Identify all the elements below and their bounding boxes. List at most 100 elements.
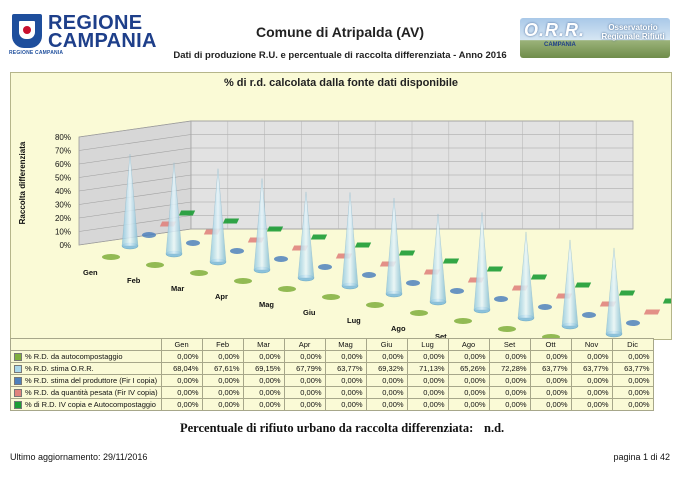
series-marker <box>186 240 200 246</box>
table-cell: 0,00% <box>529 374 572 387</box>
series-marker <box>142 232 156 238</box>
y-tick-label: 40% <box>55 187 71 196</box>
cone-mark <box>297 191 315 279</box>
x-tick-label: Mar <box>171 284 184 293</box>
table-cell: 0,00% <box>242 386 285 399</box>
table-column-header: Ago <box>447 338 490 351</box>
table-cell: 0,00% <box>488 374 531 387</box>
series-marker <box>278 286 296 292</box>
y-tick-label: 50% <box>55 174 71 183</box>
x-tick-label: Apr <box>215 292 228 301</box>
legend-swatch-icon <box>14 365 22 373</box>
x-tick-label: Mag <box>259 300 274 309</box>
table-cell: 0,00% <box>611 386 654 399</box>
table-cell: 0,00% <box>160 350 203 363</box>
table-column-header: Lug <box>406 338 449 351</box>
table-cell: 69,15% <box>242 362 285 375</box>
table-corner-cell <box>10 338 162 351</box>
table-cell: 0,00% <box>201 386 244 399</box>
table-cell: 0,00% <box>324 386 367 399</box>
series-marker <box>366 302 384 308</box>
table-cell: 0,00% <box>570 386 613 399</box>
gridline-side <box>78 161 192 178</box>
legend-swatch-icon <box>14 377 22 385</box>
last-update: Ultimo aggiornamento: 29/11/2016 <box>10 452 148 462</box>
table-cell: 0,00% <box>160 386 203 399</box>
table-cell: 0,00% <box>447 374 490 387</box>
series-marker <box>442 258 460 264</box>
table-column-header: Apr <box>283 338 326 351</box>
table-cell: 0,00% <box>488 386 531 399</box>
x-tick-label: Ago <box>391 324 406 333</box>
regione-campania-logo: REGIONE CAMPANIA REGIONE CAMPANIA <box>8 10 158 58</box>
table-cell: 0,00% <box>242 398 285 411</box>
table-row: % di R.D. IV copia e Autocompostaggio 0,0… <box>10 398 654 411</box>
gridline-side <box>78 120 192 138</box>
table-cell: 0,00% <box>570 350 613 363</box>
chart-panel: % di r.d. calcolata dalla fonte dati dis… <box>10 72 672 340</box>
table-cell: 0,00% <box>570 374 613 387</box>
orr-logo-caption: Osservatorio Regionale Rifiuti <box>601 23 665 41</box>
table-cell: 0,00% <box>365 398 408 411</box>
table-header-row: Gen Feb Mar Apr Mag Giu Lug Ago Set Ott Nov Dic <box>10 338 654 351</box>
series-marker <box>274 256 288 262</box>
table-cell: 0,00% <box>488 398 531 411</box>
table-cell: 0,00% <box>447 386 490 399</box>
series-marker <box>354 242 372 248</box>
cone-mark <box>341 192 359 287</box>
series-marker <box>362 272 376 278</box>
table-cell: 0,00% <box>201 374 244 387</box>
region-name: REGIONE CAMPANIA <box>48 12 157 52</box>
orr-logo-region: CAMPANIA <box>544 42 576 48</box>
series-marker <box>146 262 164 268</box>
x-tick-label: Gen <box>83 268 98 277</box>
cone-mark <box>517 231 535 319</box>
legend-swatch-icon <box>14 389 22 397</box>
table-column-header: Ott <box>529 338 572 351</box>
series-marker <box>486 266 504 272</box>
gridline-side <box>78 147 192 165</box>
table-column-header: Giu <box>365 338 408 351</box>
cone-mark <box>561 239 579 327</box>
series-label: % R.D. stima del produttore (Fir I copia… <box>10 374 162 387</box>
table-cell: 63,77% <box>324 362 367 375</box>
table-cell: 0,00% <box>406 386 449 399</box>
series-marker <box>406 280 420 286</box>
table-cell: 0,00% <box>365 374 408 387</box>
table-cell: 63,77% <box>529 362 572 375</box>
series-marker <box>234 278 252 284</box>
series-marker <box>494 296 508 302</box>
y-tick-label: 0% <box>59 241 71 250</box>
legend-swatch-icon <box>14 401 22 409</box>
table-cell: 0,00% <box>365 386 408 399</box>
table-cell: 0,00% <box>611 374 654 387</box>
table-cell: 0,00% <box>488 350 531 363</box>
series-marker <box>618 290 636 296</box>
cone-mark <box>253 178 271 271</box>
page-title: Comune di Atripalda (AV) <box>256 24 424 40</box>
y-tick-label: 20% <box>55 214 71 223</box>
table-cell: 0,00% <box>611 350 654 363</box>
series-marker <box>266 226 284 232</box>
legend-swatch-icon <box>14 353 22 361</box>
cone-mark <box>385 197 403 295</box>
table-column-header: Feb <box>201 338 244 351</box>
chart-title: % di r.d. calcolata dalla fonte dati dis… <box>223 77 459 89</box>
series-marker <box>662 298 671 304</box>
table-cell: 0,00% <box>160 374 203 387</box>
series-marker <box>190 270 208 276</box>
y-tick-label: 60% <box>55 160 71 169</box>
cone-mark <box>605 247 623 335</box>
y-tick-label: 10% <box>55 228 71 237</box>
cone-mark <box>473 212 491 311</box>
table-cell: 0,00% <box>324 374 367 387</box>
table-cell: 63,77% <box>611 362 654 375</box>
series-label: % R.D. stima O.R.R. <box>10 362 162 375</box>
table-column-header: Mag <box>324 338 367 351</box>
y-axis-label: Raccolta differenziata <box>18 141 27 224</box>
table-cell: 0,00% <box>324 398 367 411</box>
table-cell: 0,00% <box>242 374 285 387</box>
table-column-header: Nov <box>570 338 613 351</box>
series-marker <box>530 274 548 280</box>
table-cell: 67,79% <box>283 362 326 375</box>
